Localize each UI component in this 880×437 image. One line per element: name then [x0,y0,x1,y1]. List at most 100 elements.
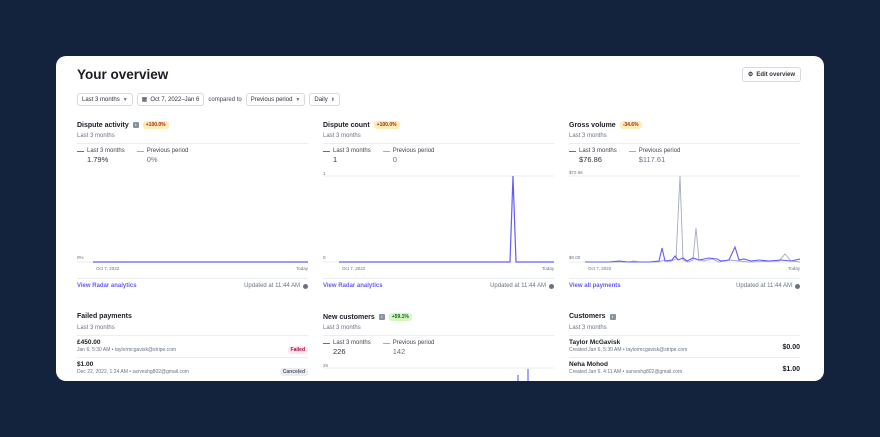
dispute-activity-chart-svg [77,261,308,263]
info-icon[interactable]: i [609,313,616,320]
edit-overview-label: Edit overview [756,71,795,78]
legend-previous: Previous period $117.61 [628,148,681,164]
customers-sub: Last 3 months [569,325,607,331]
failed-payments-title: Failed payments [77,313,132,320]
payment-detail: Jan 6, 5:30 AM • taylormcgavisk@stripe.c… [77,347,177,353]
new-customers-chart-svg [323,367,554,381]
chevron-down-icon: ▼ [122,96,128,103]
updated-text: Updated at 11:44 AM [490,283,546,289]
calendar-icon: ▦ [141,97,148,103]
legend-previous-value: 0 [392,155,397,164]
view-all-payments-link[interactable]: View all payments [569,283,621,289]
dispute-activity-title: Dispute activity [77,121,129,129]
legend-current-value: 1.79% [87,155,109,164]
chevron-updown-icon: ⬍ [330,96,335,103]
divider [569,143,800,144]
legend-previous: Previous period 142 [382,340,434,356]
dispute-count-badge: +100.0% [373,121,400,129]
previous-swatch [382,342,390,344]
payment-detail: Dec 22, 2022, 1:24 AM • sarveshg802@gmai… [77,369,189,375]
divider [569,278,800,279]
refresh-icon[interactable] [795,283,800,289]
view-radar-analytics-link[interactable]: View Radar analytics [77,283,137,289]
customers-header: Customers i [569,313,616,320]
y-axis-top: 25 [323,363,329,368]
current-swatch [77,150,84,152]
divider [77,335,308,336]
interval-select[interactable]: Daily ⬍ [309,93,340,106]
y-axis-top: 1 [323,171,326,176]
previous-swatch [136,150,144,152]
date-range-picker[interactable]: ▦ Oct 7, 2022–Jan 6 [136,93,205,106]
y-axis-bottom: $0.00 [569,255,581,260]
legend-previous-value: 142 [392,347,406,356]
gross-volume-chart-svg [569,175,801,263]
new-customers-legend: Last 3 months 226 Previous period 142 [323,340,434,356]
interval-select-value: Daily [314,96,328,103]
range-select[interactable]: Last 3 months ▼ [77,93,133,106]
filter-bar: Last 3 months ▼ ▦ Oct 7, 2022–Jan 6 comp… [77,93,340,106]
payment-amount: £450.00 [77,339,101,346]
x-axis-start: Oct 7, 2022 [342,266,366,271]
new-customers-badge: +59.1% [388,313,412,321]
customer-amount: $1.00 [782,366,800,373]
legend-current-label: Last 3 months [87,148,125,154]
divider [323,335,554,336]
previous-series-line [585,175,801,263]
date-range-value: Oct 7, 2022–Jan 6 [150,96,200,103]
dispute-count-chart: 1 0 Oct 7, 2022 Today [323,168,554,278]
info-icon[interactable]: i [132,122,139,128]
gross-volume-title: Gross volume [569,121,616,129]
y-axis-top: $72.56 [569,170,583,175]
current-swatch [323,342,330,344]
legend-previous: Previous period 0 [382,148,435,164]
dispute-activity-footer: View Radar analytics Updated at 11:44 AM [77,283,308,289]
new-customers-sub: Last 3 months [323,325,361,331]
status-badge: Canceled [279,368,308,376]
divider [77,143,308,144]
edit-overview-button[interactable]: ⚙ Edit overview [741,67,801,82]
legend-current-value: $76.86 [579,155,602,164]
updated-status: Updated at 11:44 AM [736,283,800,289]
new-customers-header: New customers i +59.1% [323,313,412,321]
divider [323,278,554,279]
dispute-count-title: Dispute count [323,121,370,129]
previous-swatch [382,150,390,152]
legend-previous-label: Previous period [146,148,189,154]
refresh-icon[interactable] [549,283,554,289]
legend-current: Last 3 months 1.79% [77,148,125,164]
updated-text: Updated at 11:44 AM [244,283,300,289]
list-item[interactable]: Taylor McGavisk Created Jan 6, 5:30 AM •… [569,339,800,353]
customer-detail: Created Jan 6, 5:30 AM • taylormcgavisk@… [569,347,688,353]
failed-payments-header: Failed payments [77,313,132,320]
view-radar-analytics-link[interactable]: View Radar analytics [323,283,383,289]
failed-payments-sub: Last 3 months [77,325,115,331]
legend-current-label: Last 3 months [333,340,371,346]
current-swatch [323,150,330,152]
refresh-icon[interactable] [303,283,308,289]
dispute-activity-legend: Last 3 months 1.79% Previous period 0% [77,148,188,164]
overview-card: Your overview ⚙ Edit overview Last 3 mon… [56,56,824,381]
list-item[interactable]: £450.00 Jan 6, 5:30 AM • taylormcgavisk@… [77,339,308,354]
legend-previous-label: Previous period [638,148,681,154]
legend-current-value: 1 [333,155,338,164]
legend-previous-label: Previous period [392,148,435,154]
updated-status: Updated at 11:44 AM [490,283,554,289]
compare-select[interactable]: Previous period ▼ [245,93,306,106]
legend-previous-value: 0% [146,155,158,164]
status-badge: Failed [287,346,308,354]
customer-name: Taylor McGavisk [569,339,621,346]
dispute-count-sub: Last 3 months [323,133,361,139]
previous-swatch [628,150,636,152]
divider [569,357,800,358]
compare-select-value: Previous period [250,96,293,103]
divider [323,143,554,144]
current-series-line [339,175,554,263]
info-icon[interactable]: i [378,314,385,320]
list-item[interactable]: Neha Mohod Created Jan 6, 4:11 AM • sarv… [569,361,800,375]
legend-current-label: Last 3 months [333,148,371,154]
dispute-count-legend: Last 3 months 1 Previous period 0 [323,148,434,164]
list-item[interactable]: $1.00 Dec 22, 2022, 1:24 AM • sarveshg80… [77,361,308,376]
legend-current: Last 3 months $76.86 [569,148,617,164]
range-select-value: Last 3 months [82,96,120,103]
